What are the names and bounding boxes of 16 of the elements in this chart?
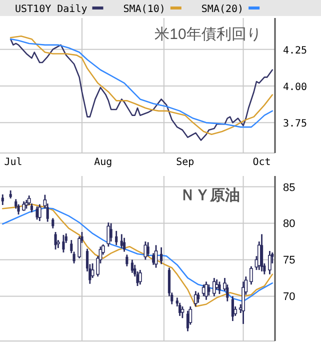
y-tick-label: 75: [283, 254, 296, 267]
chart-title: 米10年債利回り: [154, 26, 262, 43]
y-tick-label: 70: [283, 291, 296, 304]
text: ＮＹ原油: [180, 187, 240, 204]
x-tick-label: Jul: [4, 157, 22, 168]
y-tick-label: 4.00: [283, 82, 308, 93]
y-tick-label: 4.25: [283, 45, 308, 56]
x-tick-label: Aug: [94, 157, 112, 168]
x-tick-label: Oct: [252, 157, 271, 168]
legend-label: UST10Y Daily: [15, 4, 88, 15]
legend-label: SMA(20): [201, 4, 244, 15]
y-tick-label: 3.75: [283, 118, 308, 130]
y-tick-label: 85: [283, 182, 296, 194]
legend-label: SMA(10): [123, 4, 166, 15]
y-tick-label: 80: [283, 218, 296, 230]
x-tick-label: Sep: [176, 157, 194, 168]
